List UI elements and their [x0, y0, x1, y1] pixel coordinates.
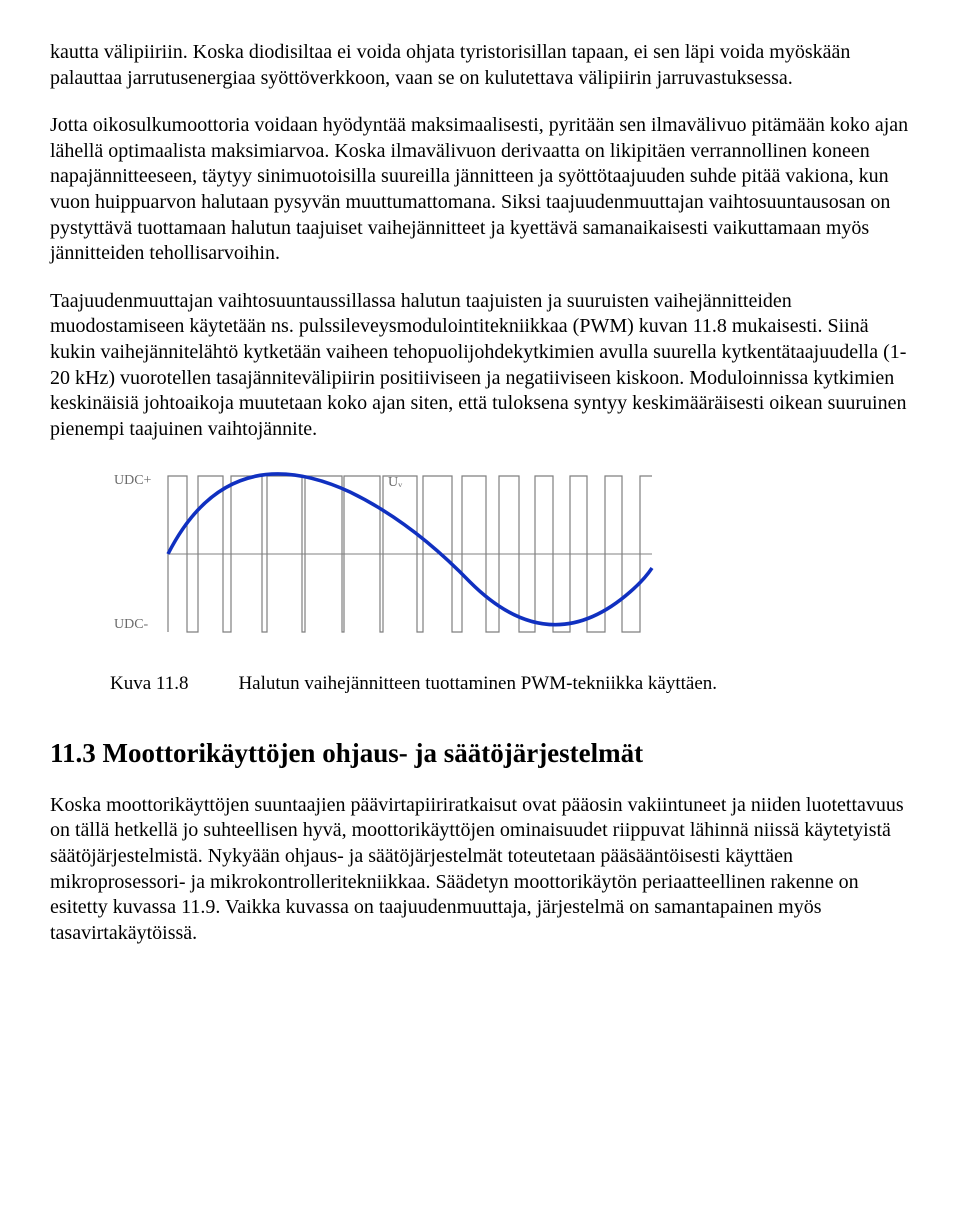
caption-text: Halutun vaihejännitteen tuottaminen PWM-…	[238, 672, 717, 696]
label-uv: Uᵥ	[388, 475, 403, 490]
paragraph-4: Koska moottorikäyttöjen suuntaajien pääv…	[50, 793, 910, 947]
label-udc-minus: UDC-	[114, 617, 149, 632]
figure-caption: Kuva 11.8 Halutun vaihejännitteen tuotta…	[110, 672, 910, 696]
paragraph-1: kautta välipiiriin. Koska diodisiltaa ei…	[50, 40, 910, 91]
sine-wave	[168, 474, 652, 625]
label-udc-plus: UDC+	[114, 473, 152, 488]
figure-11-8: UDC+ UDC- Uᵥ	[110, 464, 910, 662]
pwm-diagram: UDC+ UDC- Uᵥ	[110, 464, 660, 654]
paragraph-3: Taajuudenmuuttajan vaihtosuuntaussillass…	[50, 289, 910, 443]
paragraph-2: Jotta oikosulkumoottoria voidaan hyödynt…	[50, 113, 910, 267]
section-heading-11-3: 11.3 Moottorikäyttöjen ohjaus- ja säätöj…	[50, 736, 910, 771]
caption-label: Kuva 11.8	[110, 672, 188, 696]
